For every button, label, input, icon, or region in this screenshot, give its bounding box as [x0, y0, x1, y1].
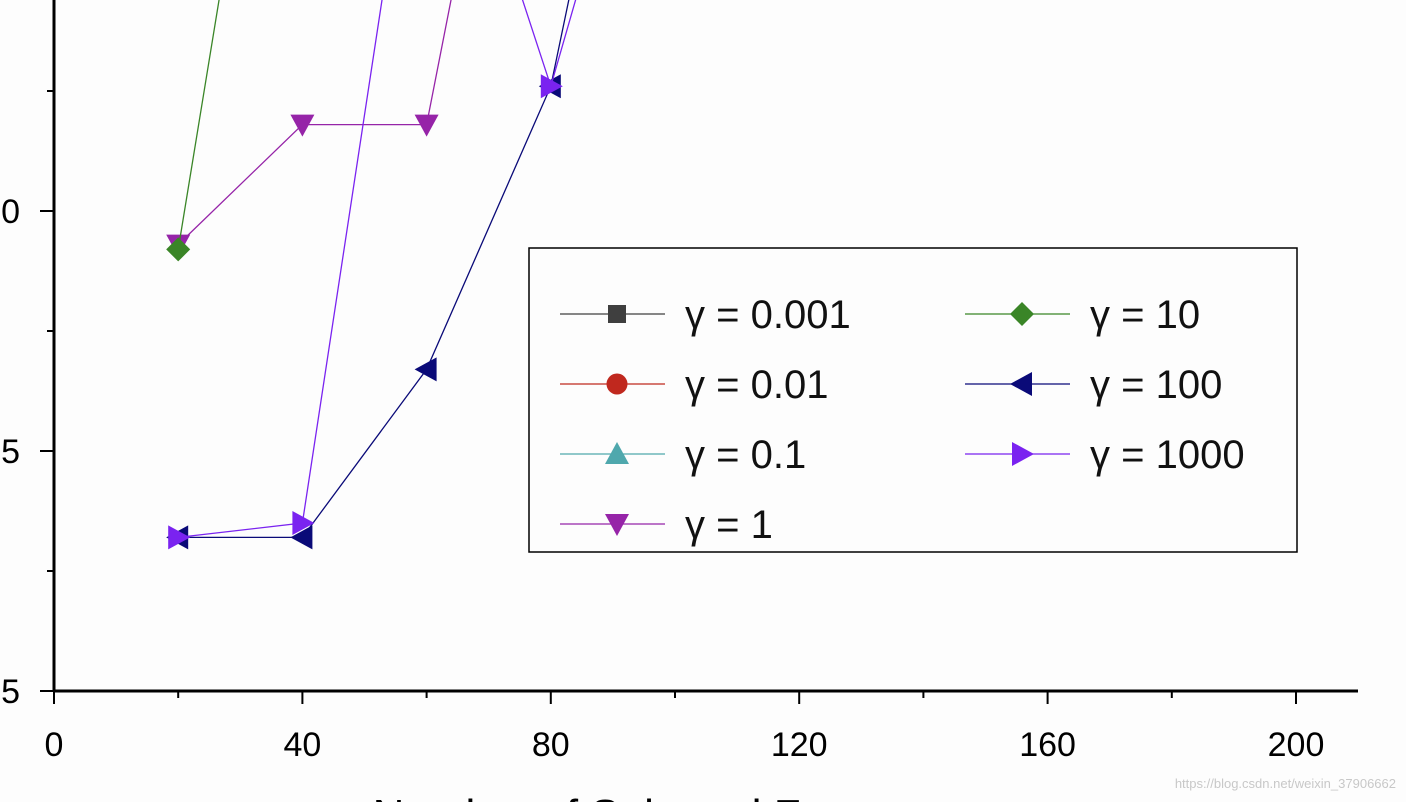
legend-label: γ = 1000	[1090, 433, 1245, 477]
series-4	[166, 0, 220, 262]
legend-marker	[1012, 442, 1034, 466]
data-point-5-2	[414, 357, 437, 382]
series-line-4	[177, 0, 220, 250]
legend-label: γ = 0.001	[685, 293, 851, 337]
x-tick-label: 120	[771, 726, 828, 764]
x-tick-label: 200	[1268, 726, 1325, 764]
data-point-6-3	[540, 74, 563, 99]
data-point-6-0	[168, 525, 191, 550]
y-tick-label: 5	[1, 673, 20, 711]
legend-marker	[1010, 372, 1032, 396]
legend-marker	[606, 373, 628, 395]
legend-marker	[1010, 302, 1034, 326]
legend-marker	[608, 305, 626, 323]
watermark: https://blog.csdn.net/weixin_37906662	[1175, 776, 1396, 791]
series-line-3	[177, 0, 452, 246]
data-point-3-2	[414, 114, 439, 137]
data-point-6-1	[292, 511, 315, 535]
legend-marker	[605, 442, 629, 464]
legend-item-2: γ = 0.1	[560, 433, 806, 477]
data-point-4-0	[166, 237, 191, 262]
series-layer	[166, 0, 577, 550]
legend-item-1: γ = 0.01	[560, 363, 828, 407]
legend-label: γ = 0.01	[685, 363, 828, 407]
legend-item-6: γ = 1000	[965, 433, 1245, 477]
series-6	[168, 0, 577, 550]
x-tick-label: 160	[1019, 726, 1076, 764]
x-tick-label: 0	[45, 726, 64, 764]
x-tick-label: 40	[283, 726, 321, 764]
legend-item-0: γ = 0.001	[560, 293, 851, 337]
legend-box	[528, 247, 1298, 553]
legend-item-3: γ = 1	[560, 503, 773, 547]
x-axis-label: Number of Selected Features	[373, 791, 948, 802]
y-tick-label: 0	[1, 193, 20, 231]
data-point-3-1	[290, 114, 315, 137]
legend: γ = 0.001 γ = 0.01 γ = 0.1 γ = 1 γ = 10 γ = 1…	[528, 247, 1298, 553]
legend-label: γ = 0.1	[685, 433, 806, 477]
legend-label: γ = 100	[1090, 363, 1222, 407]
data-point-5-1	[290, 525, 313, 550]
legend-label: γ = 1	[685, 503, 773, 547]
axes: 0408012016020050505	[1, 0, 1358, 764]
legend-item-4: γ = 10	[965, 293, 1200, 337]
series-3	[166, 0, 452, 257]
x-tick-label: 80	[532, 726, 570, 764]
y-tick-label: 5	[1, 433, 20, 471]
legend-marker	[605, 514, 629, 536]
legend-item-5: γ = 100	[965, 363, 1222, 407]
legend-label: γ = 10	[1090, 293, 1200, 337]
